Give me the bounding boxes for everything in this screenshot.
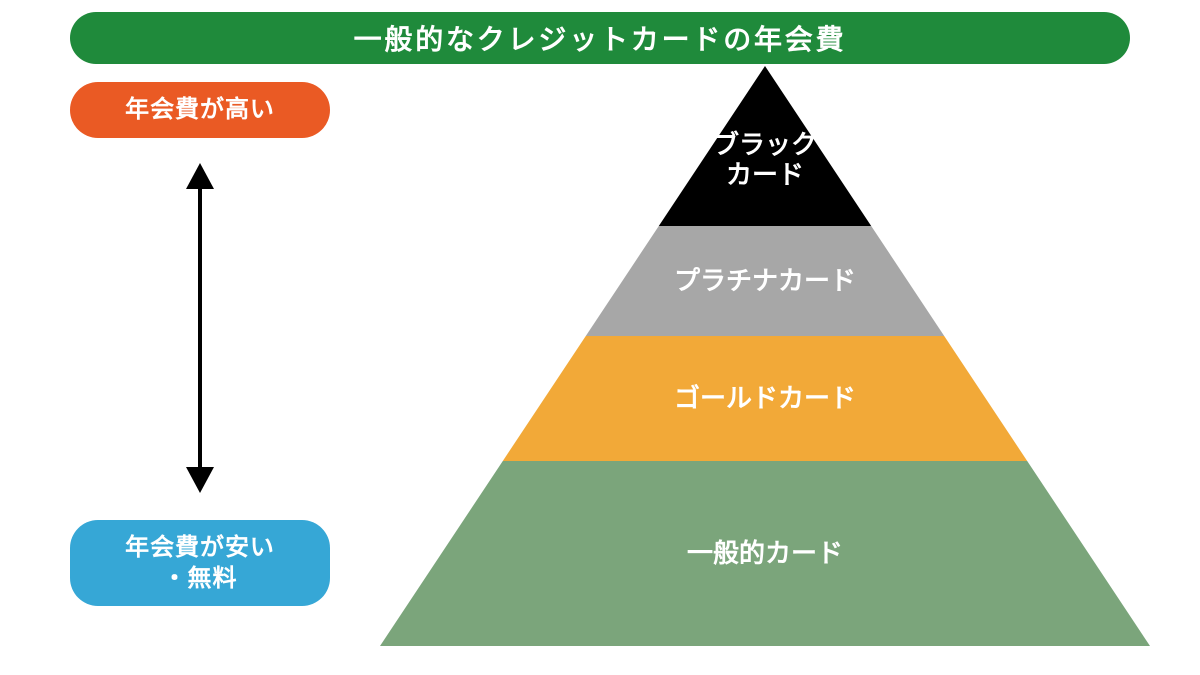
fee-axis: 年会費が高い 年会費が安い ・無料: [70, 82, 350, 642]
title-text: 一般的なクレジットカードの年会費: [354, 18, 847, 58]
double-arrow-icon: [170, 148, 230, 508]
pyramid-tier-label-platinum: プラチナカード: [674, 265, 856, 295]
pyramid-tier-label-black: ブラックカード: [713, 130, 817, 190]
pyramid-svg: ブラックカードプラチナカードゴールドカード一般的カード: [380, 66, 1150, 646]
pill-low-fee: 年会費が安い ・無料: [70, 520, 330, 606]
pill-low-fee-label: 年会費が安い ・無料: [125, 532, 275, 594]
pill-high-fee-label: 年会費が高い: [125, 94, 275, 125]
double-arrow: [70, 148, 330, 508]
title-bar: 一般的なクレジットカードの年会費: [70, 12, 1130, 64]
pill-high-fee: 年会費が高い: [70, 82, 330, 138]
pyramid-tier-label-general: 一般的カード: [687, 538, 843, 568]
pyramid-tier-label-gold: ゴールドカード: [674, 383, 856, 413]
pyramid-chart: ブラックカードプラチナカードゴールドカード一般的カード: [380, 66, 1160, 666]
